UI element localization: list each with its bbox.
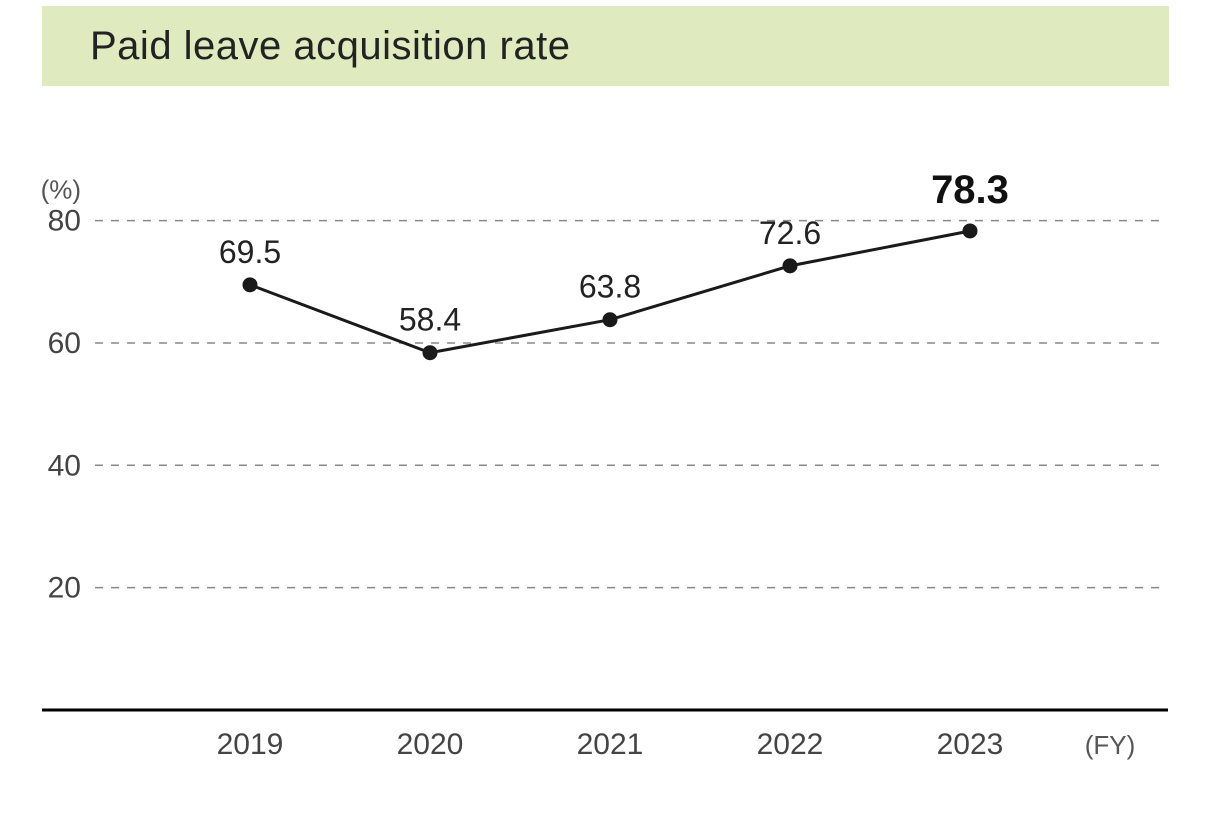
data-point-marker: [963, 224, 977, 238]
data-point-label: 78.3: [931, 168, 1009, 212]
x-tick-label: 2020: [397, 728, 464, 761]
data-point-marker: [423, 346, 437, 360]
x-tick-label: 2019: [217, 728, 284, 761]
data-point-label: 72.6: [759, 215, 821, 251]
data-point-marker: [243, 278, 257, 292]
y-tick-label: 60: [48, 327, 81, 360]
y-tick-label: 80: [48, 205, 81, 238]
x-axis-unit: (FY): [1085, 730, 1136, 760]
x-tick-label: 2023: [937, 728, 1004, 761]
x-tick-label: 2021: [577, 728, 644, 761]
x-tick-label: 2022: [757, 728, 824, 761]
data-point-label: 69.5: [219, 234, 281, 270]
y-tick-label: 40: [48, 449, 81, 482]
data-point-marker: [783, 259, 797, 273]
chart-container: Paid leave acquisition rate 20406080(%)2…: [0, 0, 1211, 821]
line-chart: 20 40 60 80(%) 2019 2020 2021 2022 2023 (FY) 69.5 5…: [0, 0, 1211, 821]
data-point-label: 63.8: [579, 269, 641, 305]
y-axis-unit: (%): [41, 175, 81, 205]
y-tick-label: 20: [48, 572, 81, 605]
data-point-label: 58.4: [399, 302, 461, 338]
data-point-marker: [603, 313, 617, 327]
